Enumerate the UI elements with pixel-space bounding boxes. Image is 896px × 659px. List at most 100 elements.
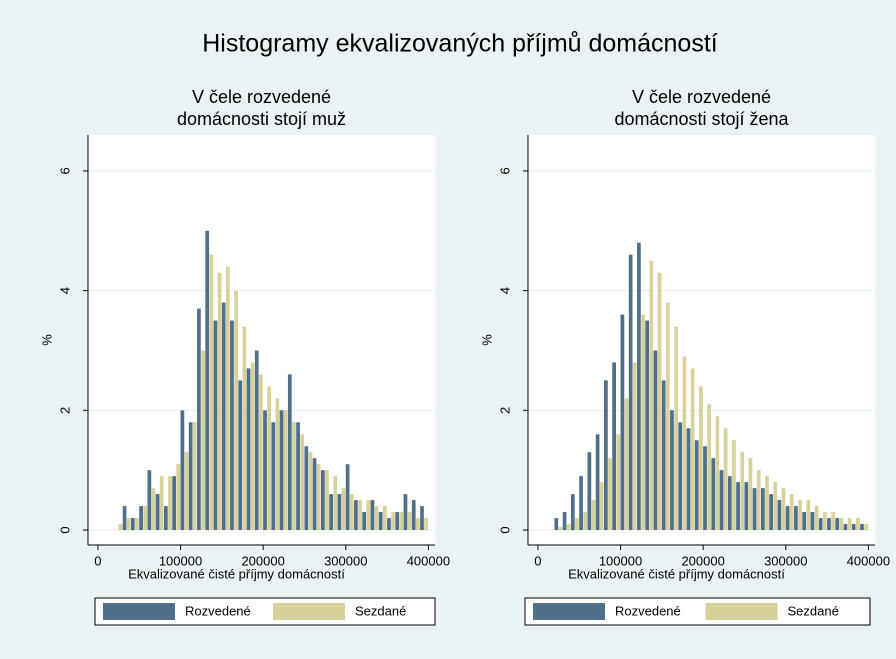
bar: [583, 512, 588, 531]
bar: [378, 512, 383, 531]
bar: [682, 356, 687, 531]
bar: [843, 524, 848, 531]
bar: [608, 458, 612, 531]
bar: [296, 422, 300, 531]
y-tick-label: 0: [497, 526, 512, 533]
bar: [287, 374, 292, 531]
bar: [341, 488, 346, 531]
bar: [595, 434, 600, 531]
bar: [645, 320, 650, 531]
bar: [760, 488, 765, 531]
bar: [362, 512, 367, 531]
bar: [217, 272, 222, 531]
y-tick-label: 2: [57, 407, 72, 414]
bar: [847, 518, 852, 531]
legend-label: Rozvedené: [615, 603, 681, 618]
x-tick-label: 0: [94, 553, 101, 568]
bar: [292, 422, 296, 531]
bar: [632, 362, 637, 531]
bar: [756, 470, 761, 531]
y-axis-label: %: [39, 334, 54, 346]
y-axis-label: %: [479, 334, 494, 346]
y-tick-label: 0: [57, 526, 72, 533]
bar: [715, 416, 720, 531]
legend-swatch: [533, 603, 605, 620]
x-tick-label: 100000: [159, 553, 202, 568]
bar: [370, 500, 375, 531]
bar: [624, 398, 629, 531]
x-tick-label: 0: [534, 553, 541, 568]
bar: [694, 440, 699, 531]
panel-title: V čele rozvedené: [192, 87, 331, 107]
bar: [719, 470, 724, 531]
bar: [382, 506, 387, 531]
bar: [320, 470, 325, 531]
bar: [620, 314, 625, 531]
bar: [159, 476, 164, 531]
x-tick-label: 200000: [241, 553, 284, 568]
bar: [587, 452, 592, 531]
bar: [213, 320, 218, 531]
bar: [860, 524, 864, 531]
panel-title: V čele rozvedené: [632, 87, 771, 107]
bar: [839, 518, 844, 531]
x-tick-label: 300000: [324, 553, 367, 568]
bar: [358, 500, 362, 531]
x-axis-label: Ekvalizované čisté příjmy domácností: [568, 566, 785, 581]
bar: [242, 326, 247, 531]
bar: [407, 512, 412, 531]
bar: [399, 512, 404, 531]
bar: [184, 452, 189, 531]
bar: [122, 506, 127, 531]
bar: [267, 386, 272, 531]
bar: [205, 230, 210, 531]
bar: [570, 494, 575, 531]
bar: [420, 506, 424, 531]
bar: [349, 494, 354, 531]
bar: [201, 350, 205, 531]
bar: [325, 470, 329, 531]
bar: [707, 404, 712, 531]
y-tick-label: 6: [57, 167, 72, 174]
bar: [748, 458, 753, 531]
bar: [794, 506, 798, 531]
bar: [699, 386, 703, 531]
bar: [312, 458, 317, 531]
bar: [176, 464, 181, 531]
bar: [188, 422, 193, 531]
bar: [168, 476, 172, 531]
bar: [333, 476, 338, 531]
bar: [197, 308, 201, 531]
bar: [831, 512, 835, 531]
bar: [781, 488, 786, 531]
bar: [612, 362, 616, 531]
bar: [147, 470, 152, 531]
bar: [864, 524, 868, 531]
bar: [773, 482, 778, 531]
bar: [230, 320, 234, 531]
legend-swatch: [273, 603, 345, 620]
bar: [827, 518, 831, 531]
x-tick-label: 200000: [681, 553, 724, 568]
legend-swatch: [103, 603, 175, 620]
bar: [411, 500, 416, 531]
figure-title: Histogramy ekvalizovaných příjmů domácno…: [202, 30, 718, 58]
bar: [246, 368, 251, 531]
bar: [164, 506, 168, 531]
bar: [275, 398, 280, 531]
bar: [234, 290, 238, 531]
panel-title: domácnosti stojí žena: [614, 109, 789, 129]
bar: [151, 488, 156, 531]
x-tick-label: 400000: [407, 553, 450, 568]
bar: [155, 494, 160, 531]
bar: [354, 500, 358, 531]
bar: [732, 440, 736, 531]
bar: [172, 476, 176, 531]
bar: [308, 452, 313, 531]
bar: [139, 506, 143, 531]
legend-label: Sezdané: [355, 603, 406, 618]
bar: [135, 518, 139, 531]
bar: [674, 326, 678, 531]
bar: [374, 506, 379, 531]
bar: [579, 476, 583, 531]
